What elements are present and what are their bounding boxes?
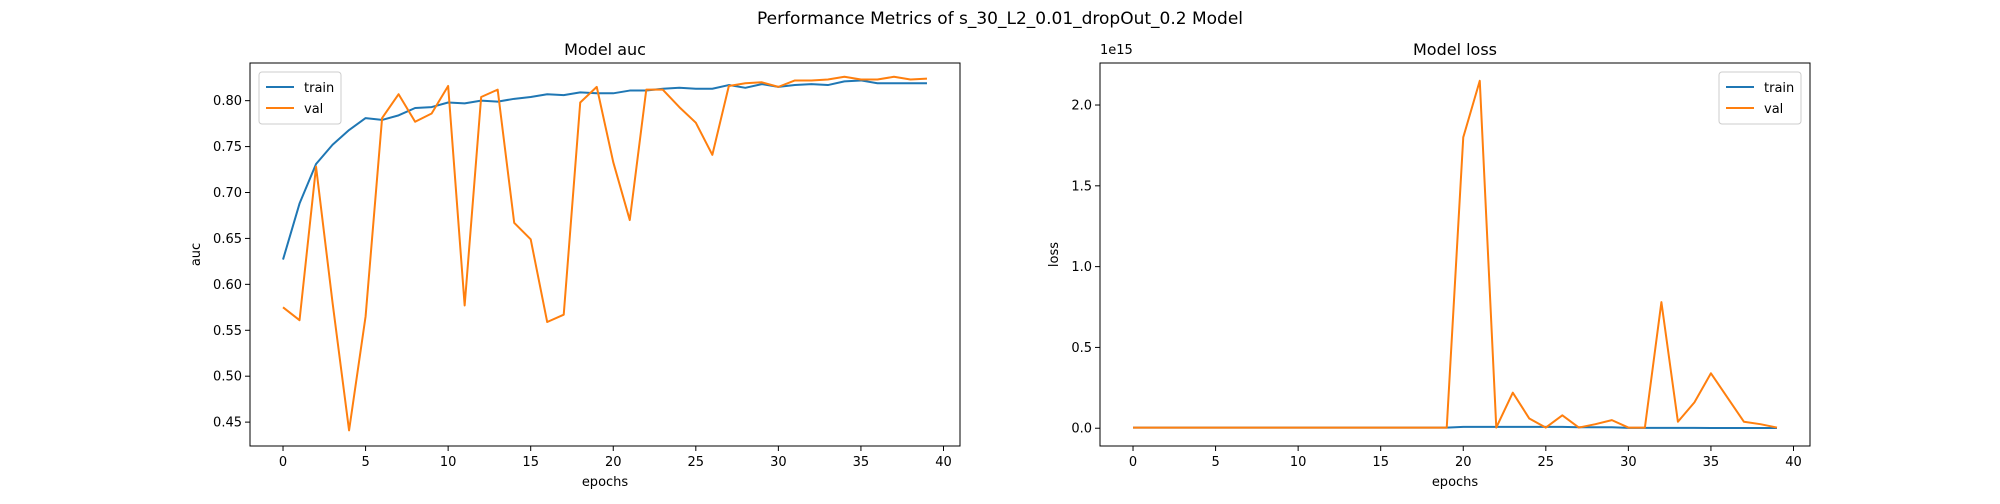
y-tick-label: 0.80 <box>213 94 242 109</box>
x-tick-label: 40 <box>1785 455 1802 470</box>
series-line-val <box>1133 79 1778 429</box>
x-tick-label: 35 <box>1703 455 1720 470</box>
x-tick-label: 40 <box>935 455 952 470</box>
x-tick-label: 20 <box>1455 455 1472 470</box>
x-tick-label: 0 <box>279 455 287 470</box>
legend: train val <box>1718 71 1802 125</box>
y-tick-label: 0.50 <box>213 370 242 385</box>
legend-label-val: val <box>304 102 323 117</box>
legend-box <box>1718 71 1802 125</box>
legend-label-val: val <box>1764 102 1783 117</box>
x-tick-label: 25 <box>688 455 705 470</box>
y-axis-label: auc <box>189 243 204 266</box>
auc-chart: Model auc 0 5 10 15 20 25 30 35 40 0.45 0.50 0.55 0.6… <box>189 40 961 490</box>
y-offset-label: 1e15 <box>1100 43 1133 58</box>
x-tick-label: 30 <box>1620 455 1637 470</box>
x-tick-label: 30 <box>770 455 787 470</box>
figure-suptitle: Performance Metrics of s_30_L2_0.01_drop… <box>757 9 1243 29</box>
series-line-train <box>282 79 927 260</box>
x-tick-label: 10 <box>1290 455 1307 470</box>
x-tick-label: 15 <box>1372 455 1389 470</box>
x-tick-label: 5 <box>1211 455 1219 470</box>
y-tick-label: 2.0 <box>1071 99 1092 114</box>
series-line-val <box>282 75 928 432</box>
y-tick-label: 0.55 <box>213 324 242 339</box>
legend-box <box>258 71 342 125</box>
x-tick-label: 0 <box>1129 455 1137 470</box>
y-axis-label: loss <box>1047 242 1062 267</box>
y-tick-label: 0.75 <box>213 140 242 155</box>
chart-title: Model loss <box>1413 40 1497 59</box>
x-tick-label: 15 <box>522 455 539 470</box>
chart-title: Model auc <box>564 40 646 59</box>
legend-label-train: train <box>304 81 334 96</box>
y-tick-label: 0.45 <box>213 416 242 431</box>
y-tick-label: 1.0 <box>1071 260 1092 275</box>
y-tick-label: 0.60 <box>213 278 242 293</box>
plot-frame <box>1099 62 1811 447</box>
plot-frame <box>249 62 961 447</box>
x-tick-label: 20 <box>605 455 622 470</box>
x-tick-label: 10 <box>440 455 457 470</box>
legend-label-train: train <box>1764 81 1794 96</box>
y-tick-label: 0.5 <box>1071 341 1092 356</box>
y-tick-label: 0.70 <box>213 186 242 201</box>
legend: train val <box>258 71 342 125</box>
x-tick-label: 25 <box>1538 455 1555 470</box>
y-tick-label: 0.0 <box>1071 422 1092 437</box>
y-tick-label: 1.5 <box>1071 179 1092 194</box>
x-axis-label: epochs <box>1432 475 1479 490</box>
y-tick-label: 0.65 <box>213 232 242 247</box>
x-tick-label: 5 <box>361 455 369 470</box>
x-tick-label: 35 <box>853 455 870 470</box>
loss-chart: Model loss 0 5 10 15 20 25 30 35 40 0.0 0.5 1.0 1.5 2.… <box>1047 40 1811 490</box>
x-axis-label: epochs <box>582 475 629 490</box>
